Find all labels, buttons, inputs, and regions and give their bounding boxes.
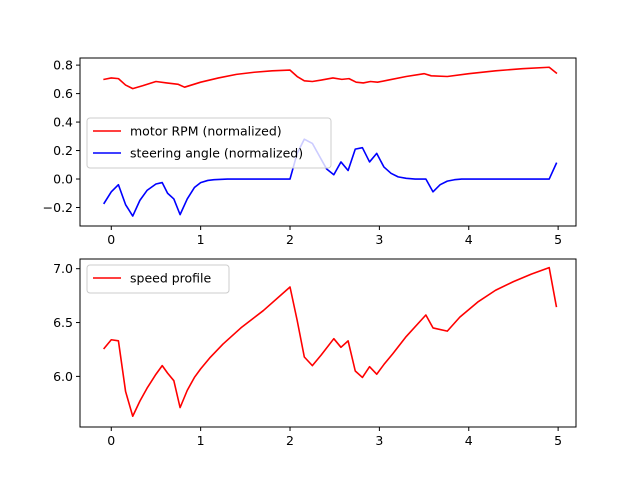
top-y-tick-label: 0.2 <box>53 143 73 158</box>
top-plot-frame <box>79 57 577 227</box>
bottom-y-axis: 6.0 6.5 7.0 <box>53 261 80 384</box>
bottom-legend-label-0: speed profile <box>130 271 212 286</box>
bottom-x-tick-label: 3 <box>375 433 383 448</box>
top-subplot: 0 1 2 3 4 5 −0.2 0.0 0.2 0.4 0.6 0.8 motor RPM (no… <box>43 57 577 247</box>
bottom-x-tick-label: 0 <box>107 433 115 448</box>
top-x-tick-label: 4 <box>465 232 473 247</box>
top-legend-box <box>86 117 332 169</box>
bottom-x-tick-label: 4 <box>465 433 473 448</box>
bottom-y-tick-label: 7.0 <box>53 261 73 276</box>
top-legend-label-0: motor RPM (normalized) <box>130 124 282 139</box>
bottom-x-tick-label: 5 <box>554 433 562 448</box>
top-y-tick-label: 0.8 <box>53 58 73 73</box>
bottom-series-layer <box>103 266 558 418</box>
bottom-x-tick-label: 2 <box>286 433 294 448</box>
top-y-axis: −0.2 0.0 0.2 0.4 0.6 0.8 <box>43 58 80 215</box>
top-x-tick-label: 1 <box>197 232 205 247</box>
top-y-tick-label: 0.6 <box>53 86 73 101</box>
top-x-tick-label: 0 <box>107 232 115 247</box>
bottom-legend-box <box>86 264 230 294</box>
top-x-tick-label: 3 <box>375 232 383 247</box>
bottom-subplot: 0 1 2 3 4 5 6.0 6.5 7.0 speed profile <box>53 258 577 448</box>
bottom-x-axis: 0 1 2 3 4 5 <box>107 427 562 448</box>
bottom-series-line-0 <box>103 266 558 418</box>
top-legend: motor RPM (normalized) steering angle (no… <box>86 117 332 169</box>
top-x-tick-label: 5 <box>554 232 562 247</box>
top-y-tick-label: −0.2 <box>43 200 73 215</box>
top-legend-label-1: steering angle (normalized) <box>130 146 303 161</box>
bottom-y-tick-label: 6.0 <box>53 369 73 384</box>
top-y-tick-label: 0.0 <box>53 172 73 187</box>
top-y-tick-label: 0.4 <box>53 115 73 130</box>
bottom-y-tick-label: 6.5 <box>53 315 73 330</box>
bottom-x-tick-label: 1 <box>197 433 205 448</box>
bottom-plot-frame <box>79 258 577 428</box>
top-series-line-0 <box>103 66 558 90</box>
top-x-axis: 0 1 2 3 4 5 <box>107 226 562 247</box>
top-x-tick-label: 2 <box>286 232 294 247</box>
bottom-legend: speed profile <box>86 264 230 294</box>
